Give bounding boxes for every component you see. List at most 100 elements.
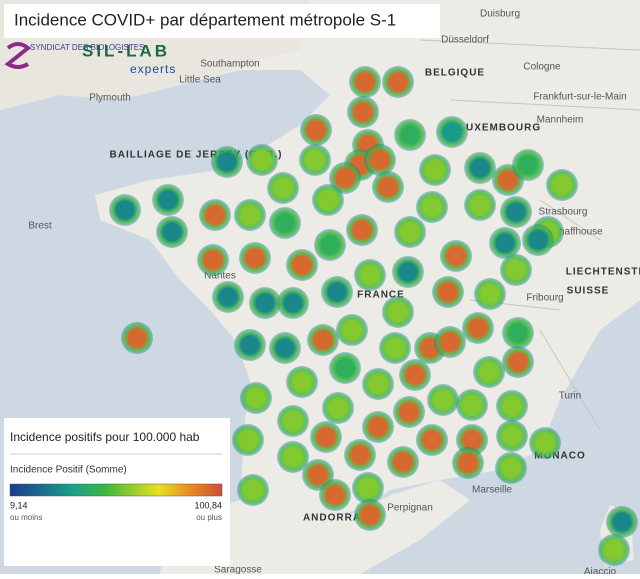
heat-point <box>249 287 281 319</box>
legend-subtitle: Incidence Positif (Somme) <box>10 465 127 476</box>
heat-point <box>212 281 244 313</box>
map-label: Turin <box>559 391 581 402</box>
map-label: Frankfurt-sur-le-Main <box>533 92 626 103</box>
heat-point <box>349 66 381 98</box>
heat-point <box>464 152 496 184</box>
logo-text: experts <box>130 62 176 76</box>
heat-point <box>512 149 544 181</box>
heat-point <box>344 439 376 471</box>
heat-point <box>322 392 354 424</box>
land <box>0 0 640 520</box>
heat-point <box>392 256 424 288</box>
heat-point <box>364 144 396 176</box>
heat-point <box>500 196 532 228</box>
heat-point <box>382 66 414 98</box>
map-label: Fribourg <box>526 293 563 304</box>
heat-point <box>312 184 344 216</box>
map-label: Saragosse <box>214 565 262 574</box>
heat-point <box>522 224 554 256</box>
borders <box>419 39 640 431</box>
heat-point <box>440 240 472 272</box>
heat-point <box>267 172 299 204</box>
heat-point <box>399 359 431 391</box>
heat-point <box>269 332 301 364</box>
map-label: ANDORRA <box>303 513 361 524</box>
map-label: Perpignan <box>387 503 433 514</box>
heat-point <box>237 474 269 506</box>
heat-point <box>121 322 153 354</box>
heat-point <box>489 227 521 259</box>
heat-point <box>416 191 448 223</box>
map-label: Southampton <box>200 59 260 70</box>
heat-point <box>211 146 243 178</box>
heat-point <box>496 390 528 422</box>
heat-point <box>277 287 309 319</box>
map-label: SUISSE <box>567 286 610 297</box>
heat-point <box>362 411 394 443</box>
heat-point <box>529 427 561 459</box>
map-label: Cologne <box>523 62 561 73</box>
heat-point <box>286 249 318 281</box>
heat-point <box>598 534 630 566</box>
spain-land <box>160 480 470 574</box>
heat-point <box>496 420 528 452</box>
heat-point <box>464 189 496 221</box>
heat-point <box>500 254 532 286</box>
heat-point <box>321 276 353 308</box>
heat-point <box>416 424 448 456</box>
heat-point <box>382 296 414 328</box>
heat-point <box>546 169 578 201</box>
heat-point <box>434 326 466 358</box>
map-label: Strasbourg <box>539 207 588 218</box>
heat-point <box>427 384 459 416</box>
heat-point <box>269 207 301 239</box>
map-label: Little Sea <box>179 75 221 86</box>
heat-point <box>394 216 426 248</box>
map-label: Mannheim <box>537 115 584 126</box>
heat-point <box>606 506 638 538</box>
legend-max: 100,84 <box>194 500 222 510</box>
heat-point <box>362 368 394 400</box>
heat-point <box>352 472 384 504</box>
heat-point <box>502 317 534 349</box>
heat-point <box>502 346 534 378</box>
map-label: Brest <box>28 221 52 232</box>
heat-point <box>347 96 379 128</box>
heat-point <box>299 144 331 176</box>
map-label: BELGIQUE <box>425 68 485 79</box>
heat-point <box>452 447 484 479</box>
map-label: Marseille <box>472 485 512 496</box>
heat-point <box>354 499 386 531</box>
map-label: LIECHTENSTEIN <box>566 267 640 278</box>
heat-point <box>307 324 339 356</box>
heat-point <box>109 194 141 226</box>
map-label: LUXEMBOURG <box>459 123 541 134</box>
heat-point <box>239 242 271 274</box>
legend-scale <box>9 483 223 497</box>
legend-title: Incidence positifs pour 100.000 hab <box>10 430 200 444</box>
title: Incidence COVID+ par département métropo… <box>14 10 396 29</box>
heat-point <box>197 244 229 276</box>
heat-point <box>372 171 404 203</box>
heat-point <box>495 452 527 484</box>
map-label: BAILLIAGE DE JERSEY (G.-B.) <box>110 150 283 161</box>
logo-text: SYNDICAT DES BIOLOGISTES <box>30 43 144 52</box>
legend-min-note: ou moins <box>10 513 42 522</box>
heat-point <box>436 116 468 148</box>
heat-point <box>393 396 425 428</box>
heat-point <box>319 479 351 511</box>
heat-point <box>462 312 494 344</box>
map-label: Düsseldorf <box>441 35 489 46</box>
heat-point <box>300 114 332 146</box>
legend-max-note: ou plus <box>196 513 222 522</box>
title-box <box>4 4 440 38</box>
map-label: Schaffhouse <box>547 227 603 238</box>
map-label: Duisburg <box>480 9 520 20</box>
heat-point <box>432 276 464 308</box>
heat-point <box>329 352 361 384</box>
heat-point <box>232 424 264 456</box>
map-label: Ajaccio <box>584 567 617 574</box>
heat-point <box>387 446 419 478</box>
heat-point <box>277 405 309 437</box>
